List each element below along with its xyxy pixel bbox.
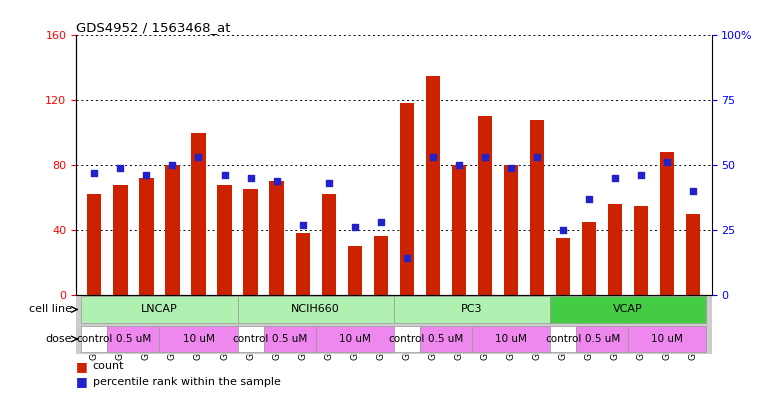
Text: LNCAP: LNCAP [141,305,178,314]
Bar [269,181,284,295]
Bar [81,296,237,323]
Bar [634,206,648,295]
Bar [550,296,706,323]
Bar [550,326,576,352]
Bar [244,189,258,295]
Bar [420,326,472,352]
Text: ■: ■ [76,375,88,389]
Bar [556,238,570,295]
Point [609,175,621,181]
Bar [478,116,492,295]
Text: 10 uM: 10 uM [339,334,371,344]
Bar [113,184,128,295]
Bar [191,132,205,295]
Text: control: control [545,334,581,344]
Bar [452,165,466,295]
Bar [218,184,231,295]
Point [218,172,231,178]
Text: control: control [389,334,425,344]
Bar [316,326,394,352]
Bar [81,326,107,352]
Point [557,227,569,233]
Text: NCIH660: NCIH660 [291,305,340,314]
Bar [322,194,336,295]
Text: PC3: PC3 [461,305,482,314]
Text: count: count [93,361,124,371]
Point [244,175,256,181]
Bar [530,119,544,295]
Point [453,162,465,168]
Point [505,165,517,171]
Point [687,188,699,194]
Text: ■: ■ [76,360,88,373]
Point [297,222,309,228]
Bar [400,103,414,295]
Bar [374,236,388,295]
Text: control: control [232,334,269,344]
Bar [237,326,263,352]
Bar [348,246,362,295]
Text: 0.5 uM: 0.5 uM [272,334,307,344]
Bar [295,233,310,295]
Text: 10 uM: 10 uM [495,334,527,344]
Bar [504,165,518,295]
Bar [425,76,440,295]
Text: percentile rank within the sample: percentile rank within the sample [93,377,281,387]
Text: 0.5 uM: 0.5 uM [584,334,619,344]
Bar [576,326,628,352]
Text: dose: dose [46,334,72,344]
Bar [660,152,674,295]
Bar [263,326,316,352]
Bar [394,296,550,323]
Text: GDS4952 / 1563468_at: GDS4952 / 1563468_at [76,21,231,34]
Point [193,154,205,160]
Text: cell line: cell line [29,305,72,314]
Bar [237,296,394,323]
Bar [165,165,180,295]
Text: control: control [76,334,113,344]
Bar [139,178,154,295]
Bar [686,214,700,295]
Point [374,219,387,225]
Bar [394,326,420,352]
Text: 0.5 uM: 0.5 uM [428,334,463,344]
Bar [160,326,237,352]
Point [140,172,152,178]
Text: VCAP: VCAP [613,305,643,314]
Bar [107,326,160,352]
Bar [472,326,550,352]
Bar [88,194,101,295]
Point [427,154,439,160]
Bar [608,204,622,295]
Point [479,154,491,160]
Text: 10 uM: 10 uM [183,334,215,344]
Point [349,224,361,230]
Point [531,154,543,160]
Point [323,180,335,186]
Bar [628,326,706,352]
Text: 10 uM: 10 uM [651,334,683,344]
Point [661,159,673,165]
Point [88,170,100,176]
Point [635,172,648,178]
Point [114,165,126,171]
Point [401,255,413,262]
Point [583,196,595,202]
Point [271,178,283,184]
Text: 0.5 uM: 0.5 uM [116,334,151,344]
Bar [582,222,597,295]
Point [167,162,179,168]
